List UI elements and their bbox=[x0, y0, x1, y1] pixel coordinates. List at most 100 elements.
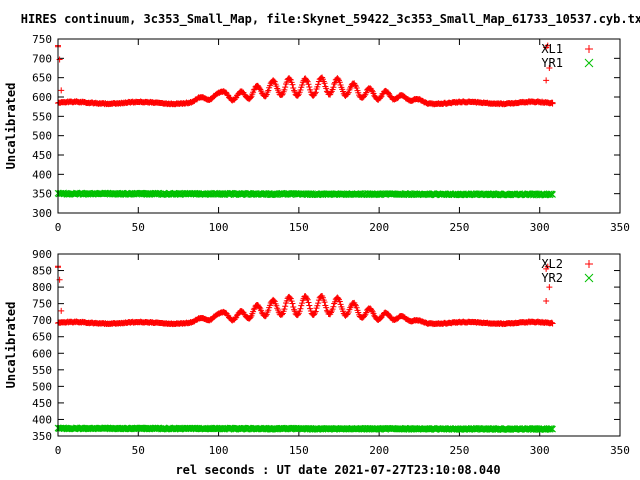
data-point bbox=[282, 303, 289, 310]
legend-marker bbox=[584, 273, 594, 283]
data-point bbox=[315, 81, 322, 88]
data-point bbox=[303, 295, 310, 302]
series-xl1 bbox=[55, 42, 556, 108]
data-point bbox=[290, 303, 297, 310]
data-point bbox=[287, 295, 294, 302]
legend-label: YR1 bbox=[541, 56, 563, 70]
data-point bbox=[247, 314, 254, 321]
x-tick-label: 200 bbox=[369, 221, 389, 234]
data-point bbox=[265, 307, 272, 314]
plot-frame bbox=[57, 38, 621, 214]
legend-marker bbox=[584, 58, 594, 68]
x-tick-label: 350 bbox=[610, 444, 630, 457]
data-point bbox=[312, 308, 319, 315]
y-tick-label: 700 bbox=[32, 314, 52, 327]
data-point bbox=[544, 42, 551, 49]
y-tick-label: 550 bbox=[32, 110, 52, 123]
data-point bbox=[315, 300, 322, 307]
top-panel: 0 50 100 150 200 250 300 350 300 350 400 450 500 550 6… bbox=[4, 33, 630, 234]
data-point bbox=[321, 299, 328, 306]
data-point bbox=[353, 85, 360, 92]
data-point bbox=[352, 301, 359, 308]
data-point bbox=[546, 284, 553, 291]
legend-marker bbox=[585, 45, 593, 53]
data-point bbox=[305, 81, 312, 88]
data-point bbox=[278, 311, 285, 318]
data-point bbox=[548, 319, 555, 326]
x-tick-label: 150 bbox=[289, 444, 309, 457]
data-point bbox=[544, 263, 551, 270]
data-point bbox=[262, 312, 269, 319]
data-point bbox=[312, 89, 319, 96]
bottom-panel: 0 50 100 150 200 250 300 350 350 400 450 500 550 600 6… bbox=[4, 248, 630, 457]
y-tick-label: 650 bbox=[32, 72, 52, 85]
y-axis-label: Uncalibrated bbox=[4, 83, 18, 170]
data-point bbox=[291, 87, 298, 94]
data-point bbox=[323, 85, 330, 92]
y-tick-label: 600 bbox=[32, 91, 52, 104]
data-point bbox=[305, 299, 312, 306]
data-point bbox=[311, 309, 318, 316]
data-point bbox=[247, 94, 254, 101]
y-tick-label: 750 bbox=[32, 33, 52, 46]
y-tick-label: 550 bbox=[32, 364, 52, 377]
data-point bbox=[306, 302, 313, 309]
data-point bbox=[287, 76, 294, 83]
data-point bbox=[281, 306, 288, 313]
data-point bbox=[549, 320, 556, 327]
data-point bbox=[250, 306, 257, 313]
x-tick-label: 150 bbox=[289, 221, 309, 234]
data-point bbox=[321, 80, 328, 87]
data-point bbox=[543, 77, 550, 84]
y-tick-label: 300 bbox=[32, 207, 52, 220]
data-point bbox=[377, 94, 384, 101]
data-point bbox=[549, 425, 556, 433]
data-point bbox=[263, 91, 270, 98]
data-point bbox=[330, 303, 337, 310]
y-tick-label: 750 bbox=[32, 298, 52, 311]
legend-label: XL1 bbox=[541, 42, 563, 56]
y-tick-label: 700 bbox=[32, 52, 52, 65]
data-point bbox=[336, 79, 343, 86]
data-point bbox=[327, 89, 334, 96]
data-point bbox=[546, 65, 553, 71]
x-tick-label: 300 bbox=[530, 221, 550, 234]
data-point bbox=[290, 85, 297, 92]
y-tick-label: 450 bbox=[32, 397, 52, 410]
x-tick-label: 100 bbox=[209, 444, 229, 457]
data-point bbox=[297, 87, 304, 94]
x-tick-label: 100 bbox=[209, 221, 229, 234]
y-axis-label: Uncalibrated bbox=[4, 302, 18, 389]
data-point bbox=[330, 84, 337, 91]
data-point bbox=[353, 304, 360, 311]
data-point bbox=[289, 81, 296, 88]
data-point bbox=[314, 302, 321, 309]
data-point bbox=[298, 302, 305, 309]
series-yr1 bbox=[54, 189, 556, 199]
x-tick-label: 0 bbox=[55, 221, 62, 234]
x-tick-label: 50 bbox=[132, 221, 145, 234]
data-point bbox=[335, 76, 342, 83]
figure-title: HIRES continuum, 3c353_Small_Map, file:S… bbox=[21, 12, 640, 27]
x-axis-label: rel seconds : UT date 2021-07-27T23:10:0… bbox=[175, 463, 500, 477]
legend-marker bbox=[585, 260, 593, 268]
x-tick-label: 200 bbox=[369, 444, 389, 457]
data-point bbox=[265, 87, 272, 94]
x-tick-label: 250 bbox=[449, 221, 469, 234]
x-tick-label: 50 bbox=[132, 444, 145, 457]
x-tick-label: 300 bbox=[530, 444, 550, 457]
data-point bbox=[289, 300, 296, 307]
y-tick-label: 650 bbox=[32, 331, 52, 344]
data-point bbox=[363, 89, 370, 96]
x-tick-label: 0 bbox=[55, 444, 62, 457]
data-point bbox=[282, 84, 289, 91]
data-point bbox=[299, 81, 306, 88]
data-point bbox=[327, 309, 334, 316]
data-point bbox=[299, 300, 306, 307]
legend-label: XL2 bbox=[541, 257, 563, 271]
data-point bbox=[336, 298, 343, 305]
data-point bbox=[295, 92, 302, 99]
legend-label: YR2 bbox=[541, 271, 563, 285]
series-yr2 bbox=[54, 424, 556, 434]
